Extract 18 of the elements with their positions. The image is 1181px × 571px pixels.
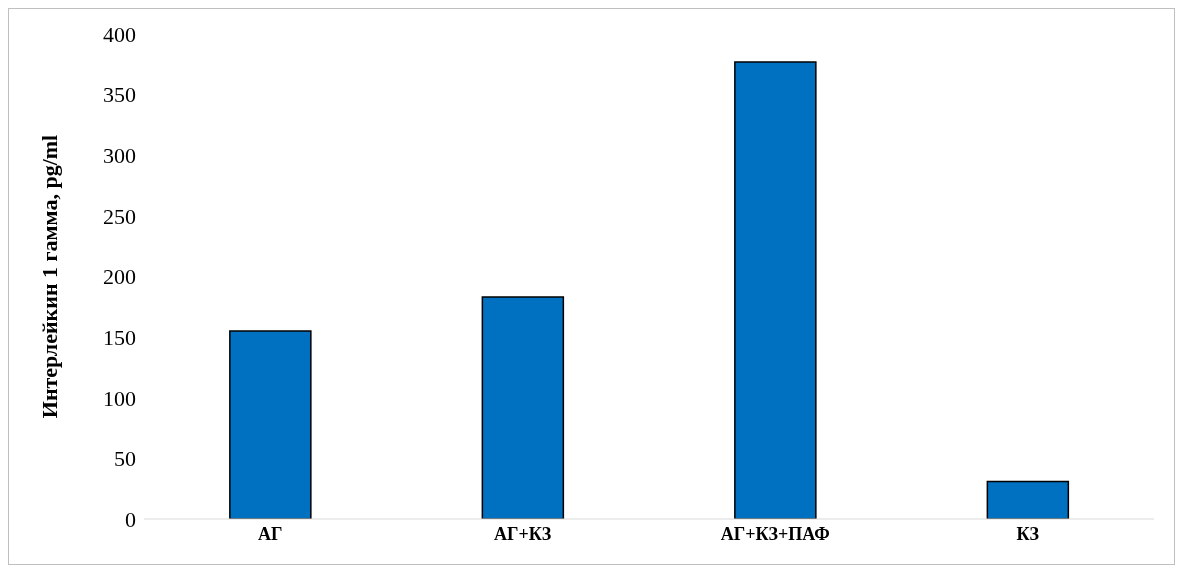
y-tick-label: 350 [103,82,136,108]
y-tick-label: 100 [103,385,136,411]
y-tick-label: 50 [114,446,136,472]
x-tick-label: АГ+КЗ [494,523,552,544]
x-tick-label: АГ+КЗ+ПАФ [720,523,830,544]
bar [986,480,1070,519]
y-tick-label: 250 [103,203,136,229]
y-tick-label: 200 [103,264,136,290]
bar [229,330,312,519]
y-tick-label: 400 [103,21,136,47]
y-axis-title: Интерлейкин 1 гамма, pg/ml [36,134,62,419]
x-tick-label: КЗ [1016,523,1040,544]
y-tick-label: 0 [125,506,136,532]
y-tick-label: 150 [103,324,136,350]
x-tick-label: АГ [258,523,283,544]
y-tick-label: 300 [103,143,136,169]
bar [481,296,565,519]
bar [734,61,817,519]
